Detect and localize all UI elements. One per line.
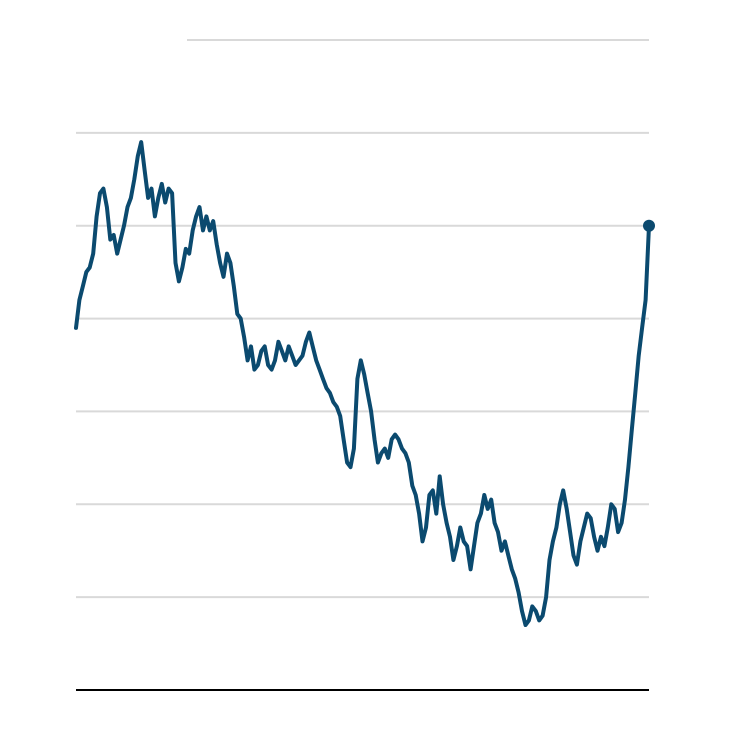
series-layer: [74, 140, 655, 627]
series-line: [74, 140, 651, 627]
gridlines: [76, 39, 649, 599]
last-point-marker: [643, 219, 655, 232]
